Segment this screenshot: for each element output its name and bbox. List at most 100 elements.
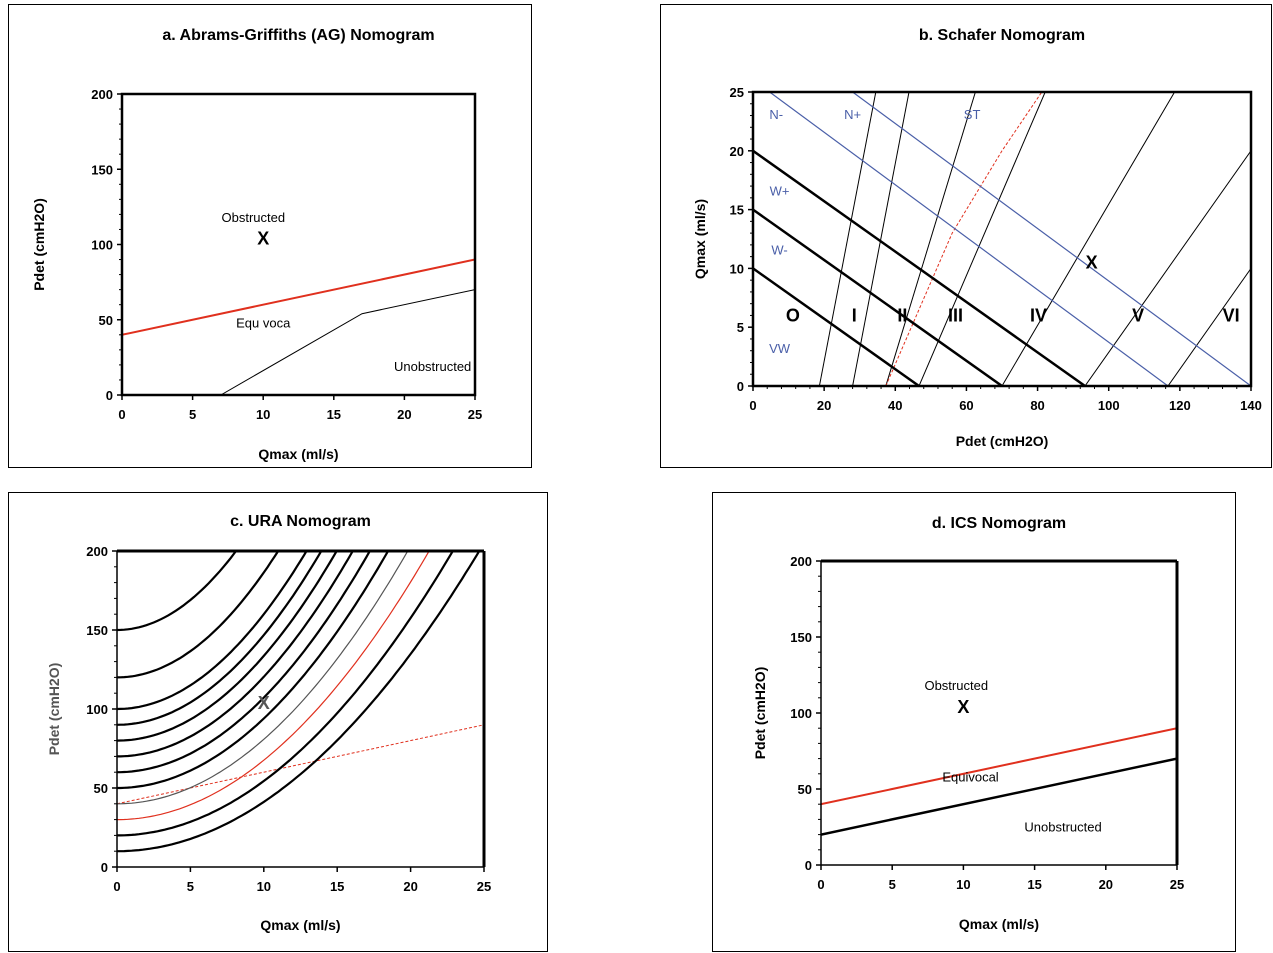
series-line-0 — [117, 724, 484, 805]
region-label: I — [852, 305, 857, 325]
panel-ura-nomogram: c. URA Nomogram 0 50 100 150 200 0 5 10 15 20 25 Qma… — [8, 492, 548, 952]
x-tick-label: 0 — [749, 398, 756, 413]
x-tick-label: 10 — [257, 879, 271, 894]
series-line-1 — [821, 757, 1177, 836]
y-tick-label: 5 — [737, 320, 744, 335]
y-tick-label: 150 — [790, 630, 812, 645]
series-line-9 — [753, 208, 1003, 386]
region-label: ST — [964, 107, 981, 122]
ura-curve-20 — [117, 551, 455, 837]
y-tick-label: 100 — [91, 238, 113, 253]
y-axis-label: Pdet (cmH2O) — [31, 198, 47, 291]
region-label: Equivocal — [942, 769, 998, 784]
x-axis-label: Qmax (ml/s) — [959, 916, 1039, 932]
x-tick-label: 15 — [327, 407, 341, 422]
x-tick-label: 60 — [959, 398, 973, 413]
y-tick-label: 0 — [737, 379, 744, 394]
data-point-marker: X — [1086, 252, 1098, 272]
region-label: Unobstructed — [394, 359, 471, 374]
ura-curve-100 — [117, 551, 308, 711]
data-point-marker: X — [957, 697, 969, 717]
series-line-5 — [1084, 150, 1251, 386]
plot-area — [117, 551, 484, 853]
region-label: V — [1132, 305, 1144, 325]
x-tick-label: 0 — [113, 879, 120, 894]
region-label: Unobstructed — [1024, 820, 1101, 835]
x-tick-label: 20 — [1099, 877, 1113, 892]
y-tick-label: 10 — [730, 261, 744, 276]
ura-curve-50 — [117, 551, 390, 790]
x-tick-label: 10 — [256, 407, 270, 422]
ura-curve-120 — [117, 551, 280, 679]
chart-title: a. Abrams-Griffiths (AG) Nomogram — [162, 27, 434, 44]
x-tick-label: 15 — [330, 879, 344, 894]
chart-ura-nomogram: c. URA Nomogram 0 50 100 150 200 0 5 10 15 20 25 Qma… — [46, 513, 491, 933]
region-label: VW — [769, 341, 791, 356]
region-label: O — [786, 305, 800, 325]
chart-ag-nomogram: a. Abrams-Griffiths (AG) Nomogram 0 50 100 1… — [31, 27, 482, 462]
series-line-11 — [769, 92, 1169, 386]
y-axis-label: Pdet (cmH2O) — [752, 667, 768, 760]
y-tick-label: 50 — [99, 313, 113, 328]
series-line-0 — [818, 92, 877, 386]
panel-schafer-nomogram: b. Schafer Nomogram 0 5 10 15 20 25 0 20 40 60 80 10… — [660, 4, 1272, 468]
data-point-marker: X — [258, 693, 270, 713]
x-tick-label: 5 — [187, 879, 194, 894]
region-label: Obstructed — [924, 678, 988, 693]
x-axis-label: Qmax (ml/s) — [258, 446, 338, 462]
series-line-1 — [852, 92, 910, 386]
series-line-1 — [220, 289, 475, 395]
ura-curve-80 — [117, 551, 338, 742]
ura-curve-40 — [117, 551, 409, 805]
region-label: N+ — [844, 107, 861, 122]
ura-curve-30 — [117, 551, 430, 821]
chart-ics-nomogram: d. ICS Nomogram 0 50 100 150 200 0 5 10 15 20 25 Qma… — [752, 515, 1184, 932]
y-tick-label: 0 — [101, 860, 108, 875]
x-tick-label: 5 — [189, 407, 196, 422]
x-tick-label: 100 — [1098, 398, 1120, 413]
x-tick-label: 20 — [403, 879, 417, 894]
chart-title: b. Schafer Nomogram — [919, 27, 1085, 44]
y-tick-label: 50 — [94, 781, 108, 796]
y-tick-label: 0 — [805, 858, 812, 873]
plot-area — [753, 92, 1251, 386]
y-tick-label: 15 — [730, 203, 744, 218]
series-line-3 — [918, 92, 1046, 386]
y-tick-label: 100 — [86, 702, 108, 717]
region-label: IV — [1030, 305, 1047, 325]
region-label: VI — [1223, 305, 1240, 325]
x-tick-label: 0 — [118, 407, 125, 422]
chart-title: d. ICS Nomogram — [932, 515, 1066, 532]
x-tick-label: 10 — [956, 877, 970, 892]
y-tick-label: 200 — [790, 554, 812, 569]
ura-curve-10 — [117, 551, 481, 853]
x-tick-label: 80 — [1030, 398, 1044, 413]
region-label: Equ voca — [236, 315, 291, 330]
x-axis-label: Pdet (cmH2O) — [956, 433, 1049, 449]
x-tick-label: 5 — [889, 877, 896, 892]
y-axis-label: Pdet (cmH2O) — [46, 663, 62, 756]
x-tick-label: 20 — [397, 407, 411, 422]
plot-area — [122, 258, 475, 395]
plot-area — [821, 727, 1177, 836]
ura-curve-60 — [117, 551, 372, 774]
x-tick-label: 120 — [1169, 398, 1191, 413]
y-tick-label: 50 — [798, 782, 812, 797]
x-tick-label: 25 — [477, 879, 491, 894]
x-tick-label: 0 — [817, 877, 824, 892]
series-line-8 — [753, 267, 920, 386]
y-tick-label: 100 — [790, 706, 812, 721]
y-tick-label: 150 — [86, 623, 108, 638]
region-label: III — [948, 305, 963, 325]
y-tick-label: 25 — [730, 85, 744, 100]
x-tick-label: 25 — [468, 407, 482, 422]
series-line-6 — [1167, 268, 1251, 386]
series-line-10 — [753, 149, 1086, 386]
y-tick-label: 200 — [86, 544, 108, 559]
ura-curve-70 — [117, 551, 355, 758]
panel-ag-nomogram: a. Abrams-Griffiths (AG) Nomogram 0 50 100 1… — [8, 4, 532, 468]
panel-ics-nomogram: d. ICS Nomogram 0 50 100 150 200 0 5 10 15 20 25 Qma… — [712, 492, 1236, 952]
x-tick-label: 15 — [1027, 877, 1041, 892]
ura-curve-90 — [117, 551, 323, 726]
chart-schafer-nomogram: b. Schafer Nomogram 0 5 10 15 20 25 0 20 40 60 80 10… — [692, 27, 1262, 449]
